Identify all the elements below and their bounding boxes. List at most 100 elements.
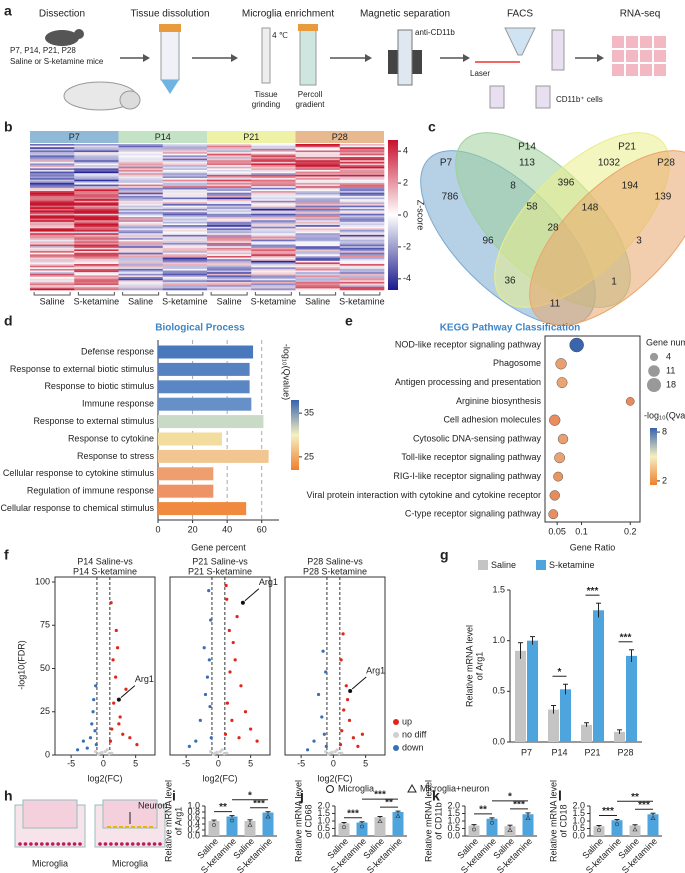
x-tick-label: 0 [216, 758, 221, 768]
heatmap-texture [118, 181, 164, 184]
heatmap-texture [251, 246, 296, 249]
heatmap-texture [339, 186, 385, 189]
annotation-label: Arg1 [366, 665, 385, 675]
heatmap-texture [162, 145, 208, 148]
venn-count: 1 [611, 277, 617, 288]
heatmap-texture [251, 277, 296, 279]
heatmap-texture [74, 179, 119, 182]
heatmap-texture [251, 252, 296, 255]
heatmap-texture [251, 221, 296, 224]
heatmap-texture [207, 148, 252, 151]
category-label: Cell adhesion molecules [443, 415, 541, 425]
heatmap-texture [251, 144, 296, 146]
cells-label: CD11b⁺ cells [556, 95, 603, 104]
heatmap-texture [74, 160, 119, 163]
category-label: RIG-I-like receptor signaling pathway [393, 471, 541, 481]
heatmap-texture [74, 249, 119, 252]
heatmap-texture [74, 260, 119, 263]
neuron-cell [125, 826, 129, 828]
heatmap-texture [118, 178, 164, 180]
heatmap-texture [207, 272, 252, 275]
venn-count: 3 [636, 236, 642, 247]
panel-title: P14 S-ketamine [73, 566, 137, 576]
heatmap-texture [339, 249, 385, 252]
x-tick-label: 0 [155, 524, 160, 534]
heatmap-texture [74, 265, 119, 268]
heatmap-texture [295, 260, 341, 263]
colorbar-label: Z-score [416, 200, 426, 231]
category-label: Response to stress [77, 451, 155, 461]
heatmap-texture [295, 221, 341, 224]
heatmap-texture [251, 163, 296, 166]
significance-label: *** [347, 808, 359, 819]
heatmap-texture [74, 199, 119, 202]
heatmap-texture [118, 259, 164, 262]
heatmap-texture [118, 270, 164, 273]
heatmap-texture [118, 273, 164, 276]
heatmap-texture [118, 145, 164, 148]
heatmap-texture [339, 163, 385, 166]
annotation-label: Arg1 [259, 577, 278, 587]
heatmap-texture [30, 215, 75, 218]
heatmap-texture [207, 286, 252, 289]
point [93, 729, 97, 733]
x-tick-label: P7 [521, 747, 532, 757]
condition-label: S-ketamine [74, 296, 120, 306]
heatmap-texture [207, 153, 252, 156]
group-marker [525, 815, 531, 821]
y-tick-label: 1.0 [447, 815, 460, 825]
heatmap-texture [339, 197, 385, 200]
heatmap-texture [339, 241, 385, 244]
heatmap-texture [339, 270, 385, 273]
heatmap-texture [30, 195, 75, 198]
heatmap-texture [251, 182, 296, 185]
heatmap-texture [339, 155, 385, 158]
point [109, 601, 113, 605]
heatmap-texture [30, 241, 75, 244]
heatmap-texture [162, 264, 208, 266]
neuron-cell [149, 826, 153, 828]
y-tick-label: 25 [40, 706, 50, 716]
heatmap-texture [251, 228, 296, 231]
heatmap-texture [74, 288, 119, 291]
colorbar-tick-label: 25 [304, 451, 314, 461]
point [112, 701, 116, 705]
heatmap-texture [339, 168, 385, 171]
microglia-cell [78, 842, 82, 846]
heatmap-texture [30, 288, 75, 291]
group-marker [507, 827, 513, 833]
heatmap-texture [251, 260, 296, 263]
heatmap-texture [207, 236, 252, 239]
heatmap-texture [207, 204, 252, 206]
heatmap-texture [207, 184, 252, 187]
microglia-cell [158, 842, 162, 846]
heatmap-texture [339, 259, 385, 262]
x-tick-label: -5 [297, 758, 305, 768]
heatmap-texture [30, 182, 75, 185]
heatmap-texture [118, 252, 164, 255]
heatmap-texture [295, 181, 341, 184]
heatmap-texture [162, 212, 208, 215]
heatmap-texture [295, 156, 341, 159]
heatmap-texture [162, 254, 208, 257]
heatmap-texture [74, 231, 119, 234]
seq-cell [626, 50, 638, 62]
point [324, 744, 328, 748]
heatmap-texture [162, 272, 208, 275]
heatmap-texture [339, 226, 385, 229]
heatmap-texture [118, 215, 164, 218]
heatmap-texture [30, 186, 75, 189]
heatmap-texture [118, 184, 164, 187]
annotation-label: Arg1 [135, 674, 154, 684]
heatmap-texture [251, 213, 296, 216]
heatmap-texture [207, 257, 252, 260]
heatmap-texture [251, 150, 296, 153]
x-tick-label: -5 [182, 758, 190, 768]
heatmap-texture [339, 187, 385, 190]
heatmap-texture [162, 267, 208, 270]
heatmap-texture [339, 264, 385, 266]
heatmap-texture [30, 238, 75, 241]
point [205, 675, 210, 679]
heatmap-texture [118, 148, 164, 151]
venn-set-label: P14 [518, 142, 536, 153]
